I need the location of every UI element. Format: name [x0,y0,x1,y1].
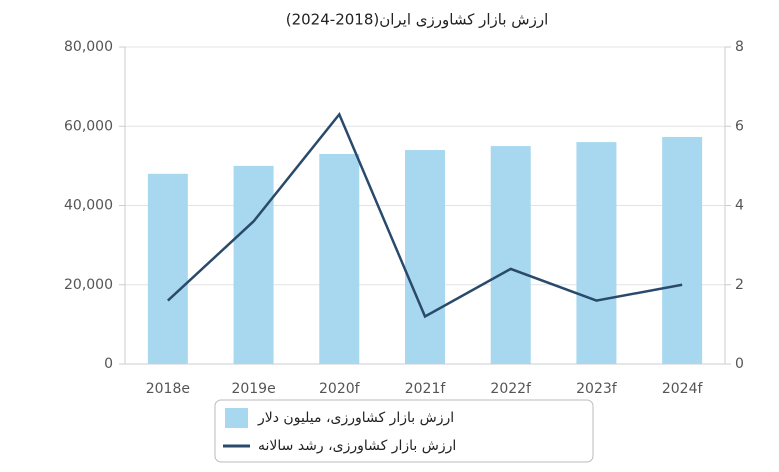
bar [147,173,188,364]
bar [576,142,617,364]
legend-label: ارزش بازار کشاورزی، رشد سالانه [258,438,456,454]
x-tick-label: 2020f [319,381,361,397]
bar [319,153,360,364]
legend-box [214,399,594,463]
x-tick-label: 2023f [576,381,618,397]
x-tick-label: 2021f [405,381,447,397]
y2-tick-label: 2 [735,277,744,293]
bar [662,136,703,364]
x-tick-label: 2022f [490,381,532,397]
y-tick-label: 80,000 [64,39,113,55]
bar [405,150,445,364]
bar [490,146,531,364]
y-tick-label: 20,000 [64,277,113,293]
chart-title: ارزش بازار کشاورزی ایران(2018-2024) [286,11,549,29]
x-tick-label: 2018e [146,381,190,397]
y-tick-label: 60,000 [64,118,113,134]
y-tick-label: 0 [104,356,113,372]
x-tick-label: 2024f [662,381,704,397]
y-tick-label: 40,000 [64,198,113,214]
y2-tick-label: 6 [735,118,744,134]
y2-tick-label: 4 [735,198,744,214]
line [167,111,683,319]
y2-tick-label: 8 [735,39,744,55]
x-tick-label: 2019e [231,381,275,397]
bar [233,165,274,364]
y2-tick-label: 0 [735,356,744,372]
legend-label: ارزش بازار کشاورزی، میلیون دلار [257,410,454,426]
legend-swatch [225,408,248,428]
